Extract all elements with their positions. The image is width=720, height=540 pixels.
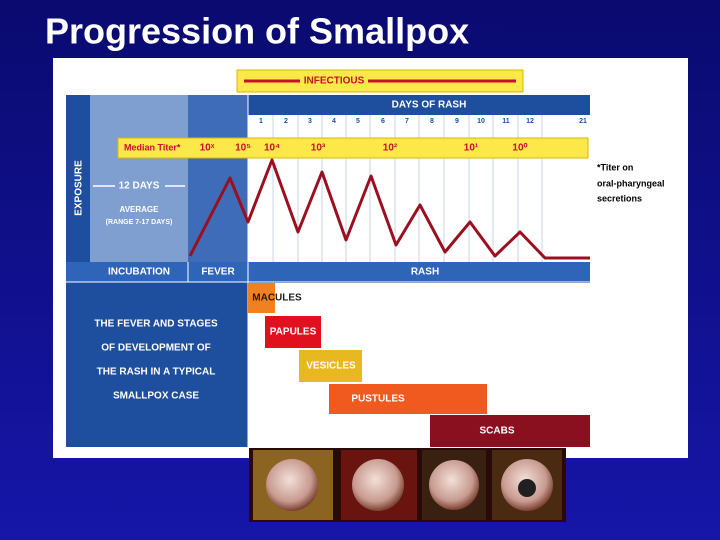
day-label: 6 <box>381 118 385 125</box>
stage-label: PUSTULES <box>351 394 405 405</box>
day-label: 4 <box>332 118 336 125</box>
titer-value: 10⁰ <box>512 143 527 154</box>
phase-label: RASH <box>411 267 439 278</box>
titer-value: 10² <box>383 143 398 154</box>
average-label: AVERAGE <box>120 205 160 214</box>
slide-title: Progression of Smallpox <box>45 11 469 52</box>
stage-label: VESICLES <box>306 361 356 372</box>
fever-curve <box>188 158 590 260</box>
phase-label: INCUBATION <box>108 267 170 278</box>
days-header: DAYS OF RASH <box>392 100 467 111</box>
stage-box <box>265 316 321 348</box>
titer-value: 10⁴ <box>264 143 280 154</box>
day-label: 8 <box>430 118 434 125</box>
titer-value: 10⁵ <box>235 143 251 154</box>
day-label: 11 <box>502 118 510 125</box>
titer-value: 10ˣ <box>200 143 215 154</box>
pox-image <box>429 460 479 510</box>
day-label: 12 <box>526 118 534 125</box>
stage-label: SCABS <box>479 426 514 437</box>
day-label: 21 <box>579 118 587 125</box>
day-label: 2 <box>284 118 288 125</box>
phase-label: FEVER <box>201 267 235 278</box>
incubation-column <box>90 95 188 262</box>
stage-box <box>430 415 590 447</box>
caption-line: SMALLPOX CASE <box>113 391 199 402</box>
stage-box <box>329 384 487 414</box>
footnote-line: *Titer on <box>597 162 633 172</box>
incubation-days: 12 DAYS <box>119 181 160 192</box>
day-label: 7 <box>405 118 409 125</box>
caption-line: OF DEVELOPMENT OF <box>101 343 210 354</box>
exposure-label: EXPOSURE <box>74 160 85 216</box>
day-label: 1 <box>259 118 263 125</box>
titer-value: 10³ <box>311 143 326 154</box>
footnote-line: secretions <box>597 193 642 203</box>
scab-spot <box>518 479 536 497</box>
day-label: 3 <box>308 118 312 125</box>
label-bg <box>115 179 165 193</box>
range-label: (RANGE 7-17 DAYS) <box>106 219 173 226</box>
pox-image <box>352 459 404 511</box>
phase-row <box>66 262 590 282</box>
stage-label: MACULES <box>252 293 302 304</box>
pox-image <box>266 459 318 511</box>
day-label: 10 <box>477 118 485 125</box>
caption-line: THE RASH IN A TYPICAL <box>97 367 216 378</box>
fever-column <box>188 95 248 262</box>
day-label: 9 <box>455 118 459 125</box>
stage-box <box>299 350 362 382</box>
footnote-line: oral-pharyngeal <box>597 178 665 188</box>
day-label: 5 <box>356 118 360 125</box>
stage-label: PAPULES <box>270 327 317 338</box>
titer-value: 10¹ <box>464 143 479 154</box>
titer-label: Median Titer* <box>124 142 181 152</box>
caption-line: THE FEVER AND STAGES <box>94 319 218 330</box>
infectious-label: INFECTIOUS <box>304 76 365 87</box>
stage-box <box>248 283 275 313</box>
titer-bar <box>117 137 589 159</box>
